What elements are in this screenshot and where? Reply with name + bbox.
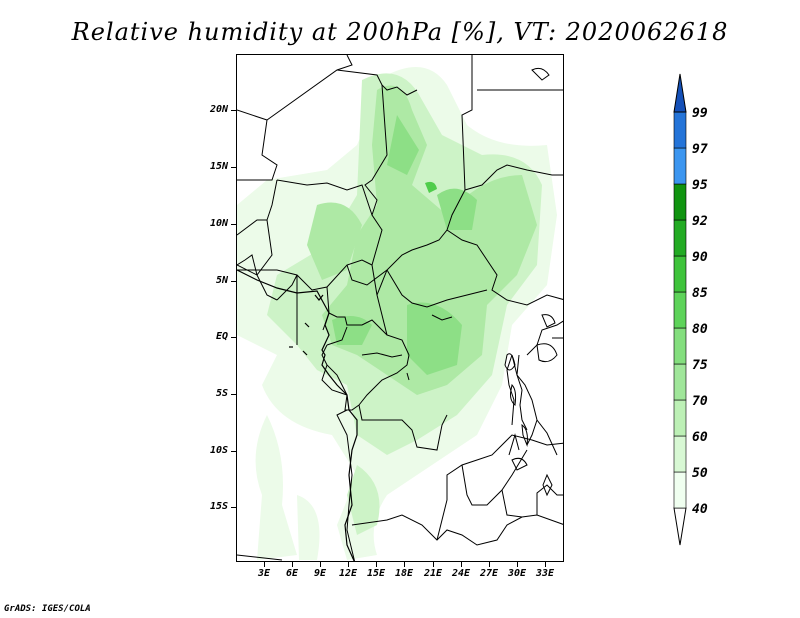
lon-tick bbox=[292, 562, 293, 567]
humidity-shade-80 bbox=[425, 181, 437, 193]
lon-tick bbox=[545, 562, 546, 567]
lakes bbox=[406, 67, 558, 497]
footer-credit: GrADS: IGES/COLA bbox=[4, 604, 91, 614]
lon-tick bbox=[264, 562, 265, 567]
lon-label-15e: 15E bbox=[366, 568, 386, 579]
humidity-shade-60 bbox=[307, 85, 537, 395]
colorbar-label-75: 75 bbox=[692, 358, 708, 373]
lon-tick bbox=[348, 562, 349, 567]
lon-label-21e: 21E bbox=[423, 568, 443, 579]
borders bbox=[237, 55, 563, 561]
lat-label-5n: 5N bbox=[215, 275, 228, 286]
colorbar bbox=[673, 73, 687, 546]
lon-label-33e: 33E bbox=[535, 568, 555, 579]
lat-label-15s: 15S bbox=[209, 501, 228, 512]
lat-tick bbox=[231, 281, 236, 282]
lat-label-5s: 5S bbox=[215, 388, 228, 399]
colorbar-swatch-80-85 bbox=[673, 291, 687, 329]
lon-tick bbox=[489, 562, 490, 567]
lon-label-9e: 9E bbox=[313, 568, 327, 579]
lat-label-10n: 10N bbox=[209, 218, 228, 229]
lat-tick bbox=[231, 394, 236, 395]
lon-tick bbox=[320, 562, 321, 567]
lat-tick bbox=[231, 451, 236, 452]
colorbar-swatch-40-50 bbox=[673, 471, 687, 509]
colorbar-swatch-90-92 bbox=[673, 219, 687, 257]
lon-tick bbox=[461, 562, 462, 567]
colorbar-label-99: 99 bbox=[692, 106, 708, 121]
colorbar-label-92: 92 bbox=[692, 214, 708, 229]
lon-tick bbox=[517, 562, 518, 567]
humidity-shade-70 bbox=[332, 115, 477, 375]
colorbar-swatch-97-99 bbox=[673, 111, 687, 149]
colorbar-label-70: 70 bbox=[692, 394, 708, 409]
colorbar-label-40: 40 bbox=[692, 502, 708, 517]
lon-label-24e: 24E bbox=[451, 568, 471, 579]
lat-tick bbox=[231, 507, 236, 508]
colorbar-label-95: 95 bbox=[692, 178, 708, 193]
colorbar-label-97: 97 bbox=[692, 142, 708, 157]
colorbar-swatch-85-90 bbox=[673, 255, 687, 293]
lat-tick bbox=[231, 167, 236, 168]
map-panel bbox=[236, 54, 564, 562]
lon-tick bbox=[376, 562, 377, 567]
colorbar-swatch-70-75 bbox=[673, 363, 687, 401]
colorbar-label-80: 80 bbox=[692, 322, 708, 337]
lat-label-20n: 20N bbox=[209, 104, 228, 115]
colorbar-label-85: 85 bbox=[692, 286, 708, 301]
triangle-up-icon bbox=[673, 73, 687, 113]
lon-label-18e: 18E bbox=[394, 568, 414, 579]
triangle-down-icon bbox=[673, 507, 687, 546]
lat-label-10s: 10S bbox=[209, 445, 228, 456]
lon-label-27e: 27E bbox=[479, 568, 499, 579]
lat-label-15n: 15N bbox=[209, 161, 228, 172]
lat-tick bbox=[231, 110, 236, 111]
lon-tick bbox=[404, 562, 405, 567]
colorbar-swatch-95-97 bbox=[673, 147, 687, 185]
colorbar-swatch-92-95 bbox=[673, 183, 687, 221]
humidity-map bbox=[237, 55, 563, 561]
colorbar-label-60: 60 bbox=[692, 430, 708, 445]
lat-tick bbox=[231, 337, 236, 338]
colorbar-swatch-75-80 bbox=[673, 327, 687, 365]
colorbar-label-50: 50 bbox=[692, 466, 708, 481]
lon-label-30e: 30E bbox=[507, 568, 527, 579]
map-title: Relative humidity at 200hPa [%], VT: 202… bbox=[71, 18, 729, 46]
lon-label-3e: 3E bbox=[257, 568, 271, 579]
colorbar-swatch-50-60 bbox=[673, 435, 687, 473]
colorbar-swatch-60-70 bbox=[673, 399, 687, 437]
coastline bbox=[237, 269, 358, 561]
colorbar-label-90: 90 bbox=[692, 250, 708, 265]
lon-label-12e: 12E bbox=[338, 568, 358, 579]
lon-tick bbox=[433, 562, 434, 567]
lat-tick bbox=[231, 224, 236, 225]
lat-label-eq: EQ bbox=[215, 331, 228, 342]
lon-label-6e: 6E bbox=[285, 568, 299, 579]
